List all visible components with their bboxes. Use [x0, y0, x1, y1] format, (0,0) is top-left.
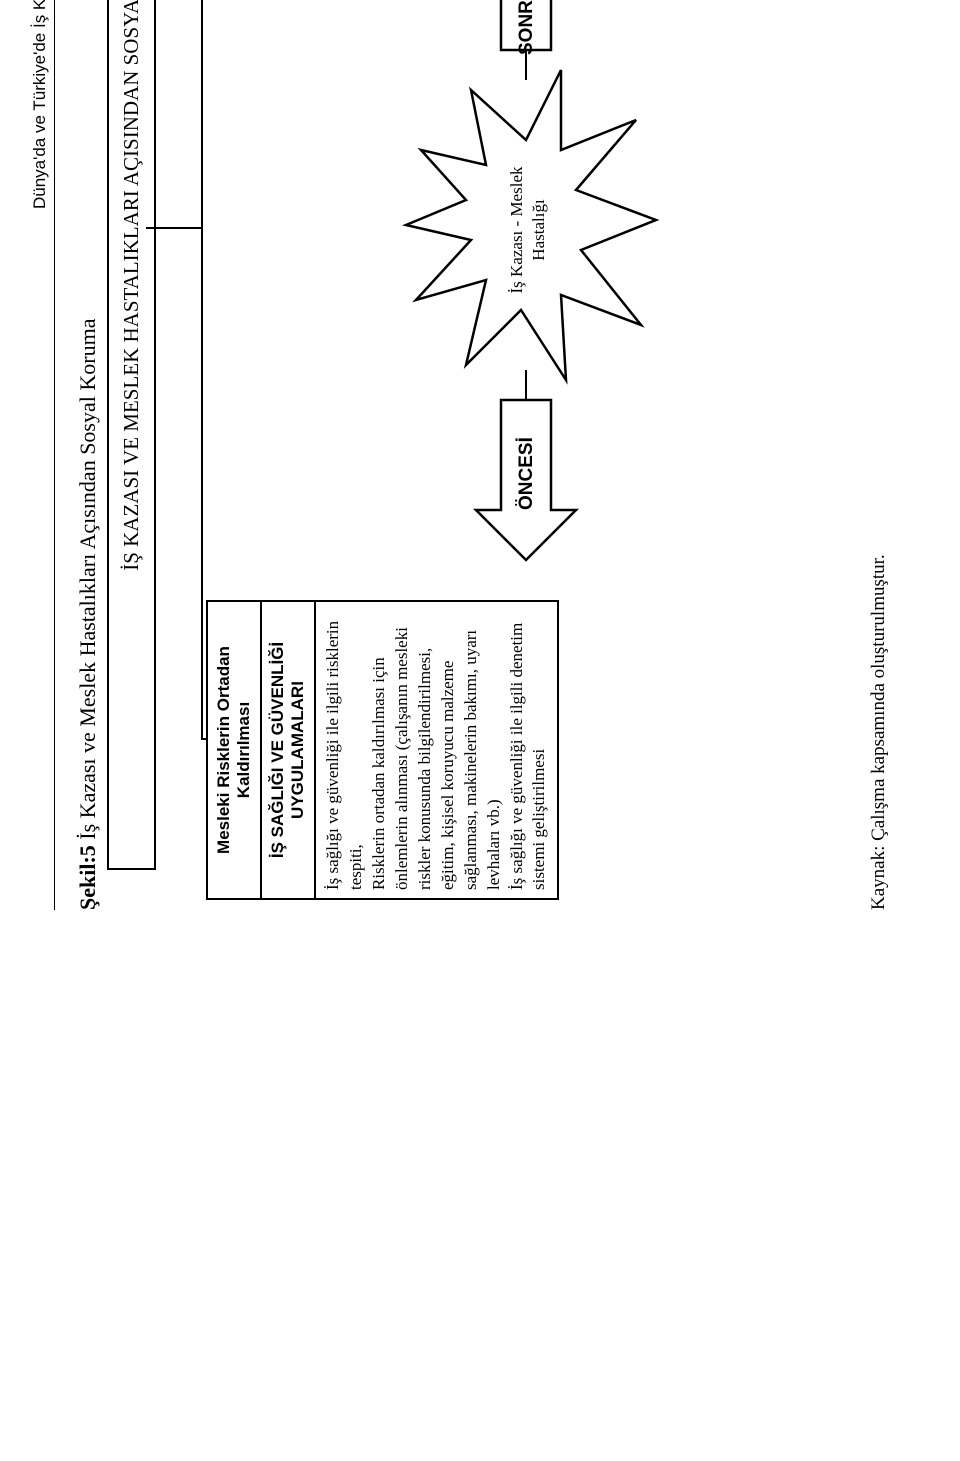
page-container: Dünya'da ve Türkiye'de İş Kazaları ve Me…: [0, 0, 960, 960]
connector-vertical-top: [146, 228, 201, 230]
label-after: SONRASI: [516, 0, 538, 55]
main-concept-box: İŞ KAZASI VE MESLEK HASTALIKLARI AÇISIND…: [107, 0, 156, 870]
left-box-subtitle: İŞ SAĞLIĞI VE GÜVENLİĞİ UYGULAMALARI: [262, 600, 316, 900]
left-box-body: İş sağlığı ve güvenliği ile ilgili riskl…: [316, 600, 559, 900]
figure-label: Şekil:5: [75, 845, 100, 910]
figure-title: Şekil:5 İş Kazası ve Meslek Hastalıkları…: [75, 0, 101, 910]
label-before: ÖNCESİ: [516, 437, 538, 510]
left-box-title: Mesleki Risklerin Ortadan Kaldırılması: [206, 600, 262, 900]
running-header: Dünya'da ve Türkiye'de İş Kazaları ve Me…: [30, 0, 55, 910]
diagram-area: Mesleki Risklerin Ortadan Kaldırılması İ…: [176, 0, 796, 910]
left-column: Mesleki Risklerin Ortadan Kaldırılması İ…: [206, 600, 559, 900]
connector-horizontal: [201, 0, 203, 740]
starburst-label: İş Kazası - Meslek Hastalığı: [506, 160, 550, 300]
source-caption: Kaynak: Çalışma kapsamında oluşturulmuşt…: [868, 554, 890, 910]
figure-title-text: İş Kazası ve Meslek Hastalıkları Açısınd…: [75, 319, 100, 840]
